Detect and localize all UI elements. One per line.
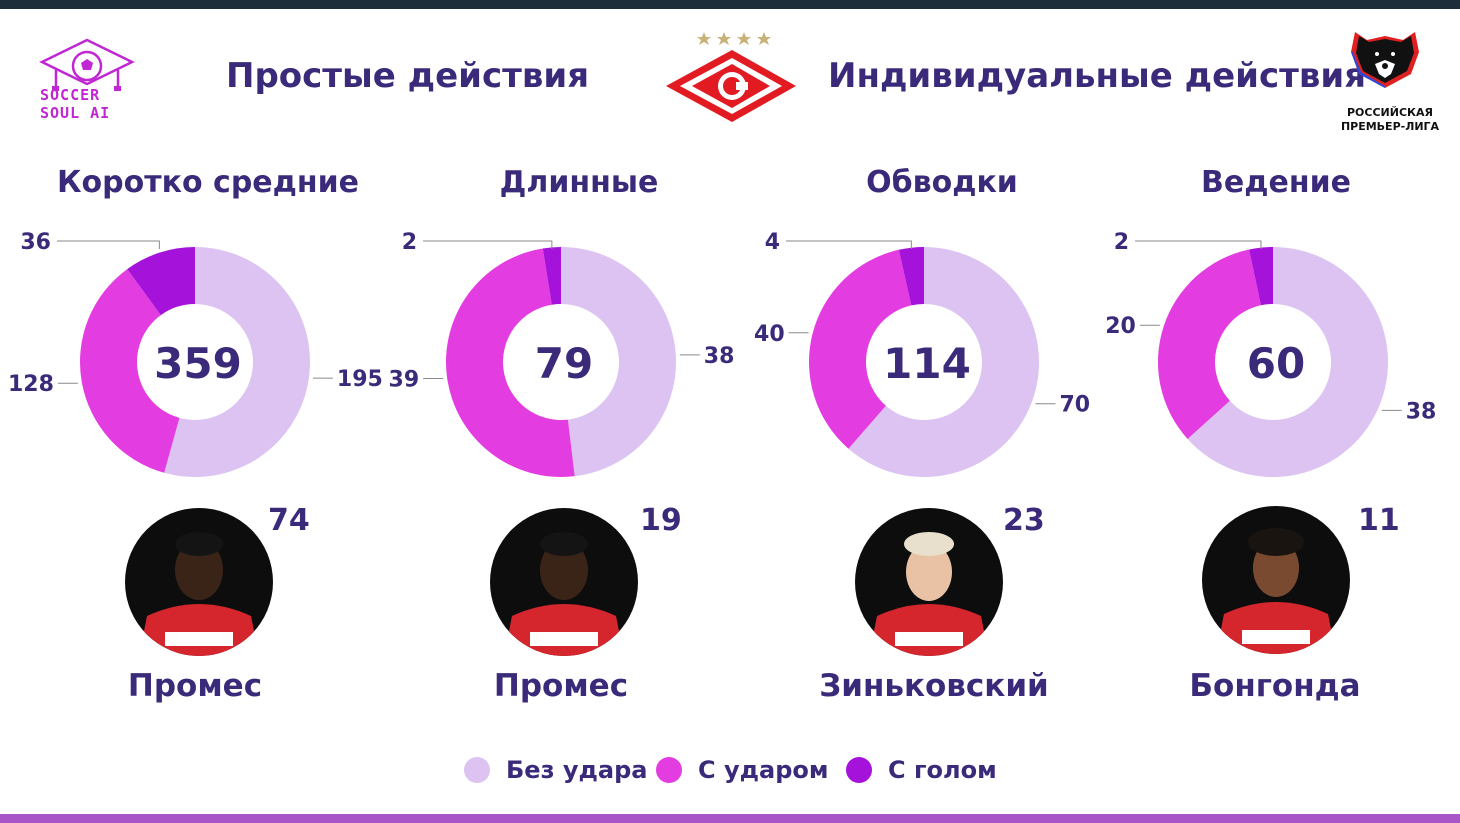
segment-label: 40	[754, 322, 785, 347]
leader-line	[786, 240, 912, 249]
leader-line	[1135, 240, 1262, 249]
legend-item-with-goal: С голом	[846, 752, 997, 788]
chart-legend: Без удара С ударом С голом	[462, 752, 1022, 788]
segment-label: 2	[1114, 230, 1129, 255]
segment-with-goal	[898, 247, 924, 306]
soccer-soul-ai-logo	[39, 38, 135, 91]
player-name-3: Зиньковский	[819, 668, 1049, 704]
segment-no-shot	[848, 247, 1039, 477]
segment-no-shot	[164, 247, 310, 477]
player-photo-3	[855, 508, 1003, 656]
donut-chart-carries: Ведение 38 20 2 60	[1105, 165, 1436, 477]
segment-label: 38	[1406, 399, 1437, 424]
segment-with-shot	[808, 249, 912, 449]
player-photo-2	[490, 508, 638, 656]
donut-chart-dribbles: Обводки 70 40 4 114	[754, 165, 1090, 477]
segment-with-goal	[542, 247, 561, 305]
player-photo-1	[125, 508, 273, 656]
section-title-individual-actions: Индивидуальные действия	[828, 56, 1367, 96]
segment-label: 4	[765, 230, 780, 255]
segment-label: 20	[1105, 314, 1136, 339]
chart-title: Ведение	[1201, 165, 1351, 200]
segment-with-goal	[1249, 247, 1273, 306]
player-silhouette-icon	[504, 532, 624, 656]
legend-label: Без удара	[506, 756, 648, 784]
segment-label: 195	[337, 367, 383, 392]
segment-with-shot	[1157, 249, 1261, 439]
segment-label: 2	[402, 230, 417, 255]
donut-chart-long: Длинные 38 39 2 79	[389, 165, 735, 477]
player-count-2: 19	[640, 503, 682, 538]
leader-line	[423, 240, 553, 249]
legend-swatch	[656, 757, 682, 783]
top-accent-bar	[0, 0, 1460, 9]
section-title-simple-actions: Простые действия	[226, 56, 590, 96]
brand-line-2: SOUL AI	[40, 104, 111, 122]
legend-label: С ударом	[698, 756, 829, 784]
league-line-1: РОССИЙСКАЯ	[1346, 106, 1434, 119]
segment-label: 128	[8, 372, 54, 397]
leader-line	[57, 240, 160, 249]
segment-with-goal	[127, 247, 195, 316]
segment-no-shot	[561, 247, 676, 477]
chart-title: Длинные	[500, 165, 659, 200]
segment-with-shot	[80, 269, 180, 473]
legend-label: С голом	[888, 756, 997, 784]
spartak-club-logo	[666, 32, 796, 122]
player-name-4: Бонгонда	[1189, 668, 1361, 704]
segment-label: 36	[20, 230, 51, 255]
segment-with-shot	[446, 248, 575, 477]
player-photo-4	[1202, 506, 1350, 654]
chart-total: 60	[1247, 339, 1305, 388]
player-count-1: 74	[268, 503, 310, 538]
segment-label: 39	[389, 368, 420, 393]
player-silhouette-icon	[869, 532, 989, 656]
legend-item-with-shot: С ударом	[656, 752, 828, 788]
chart-total: 359	[154, 339, 242, 388]
player-silhouette-icon	[139, 532, 259, 656]
brand-line-1: SOCCER	[40, 86, 101, 104]
player-count-3: 23	[1003, 503, 1045, 538]
chart-title: Коротко средние	[57, 165, 359, 200]
bottom-accent-bar	[0, 814, 1460, 823]
league-wordmark: РОССИЙСКАЯ ПРЕМЬЕР-ЛИГА	[1330, 106, 1450, 134]
rpl-bear-logo	[1351, 32, 1419, 88]
player-silhouette-icon	[1216, 528, 1336, 654]
legend-swatch	[464, 757, 490, 783]
legend-swatch	[846, 757, 872, 783]
chart-total: 114	[883, 339, 971, 388]
legend-item-no-shot: Без удара	[464, 752, 647, 788]
player-count-4: 11	[1358, 503, 1400, 538]
segment-label: 38	[704, 344, 735, 369]
segment-no-shot	[1187, 247, 1388, 477]
player-name-1: Промес	[127, 668, 263, 704]
segment-label: 70	[1059, 393, 1090, 418]
donut-chart-short-medium: Коротко средние 195 128 36 359	[8, 165, 383, 477]
brand-wordmark: SOCCER SOUL AI	[40, 86, 140, 122]
chart-title: Обводки	[866, 165, 1018, 200]
chart-total: 79	[535, 339, 593, 388]
league-line-2: ПРЕМЬЕР-ЛИГА	[1340, 120, 1440, 133]
player-name-2: Промес	[493, 668, 629, 704]
